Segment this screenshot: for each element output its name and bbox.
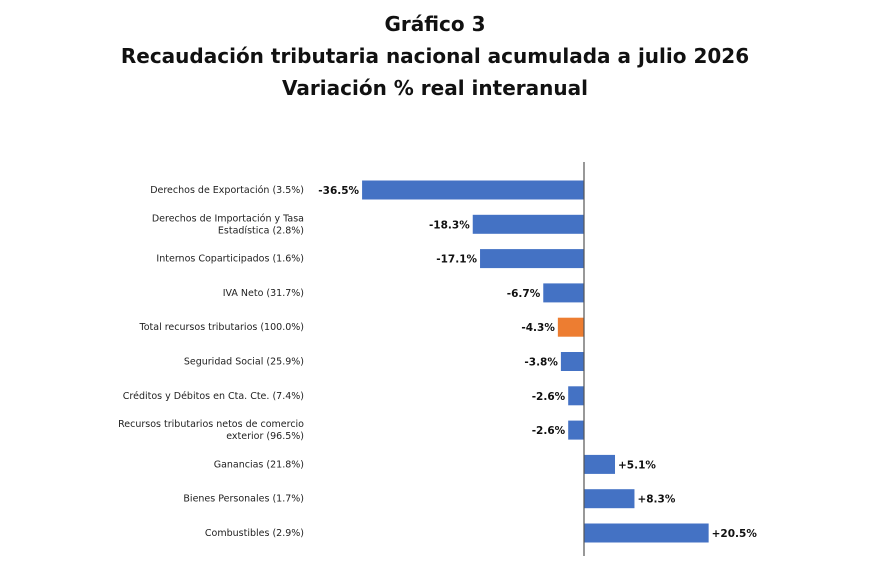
chart-titles: Gráfico 3 Recaudación tributaria naciona…: [0, 8, 870, 104]
bar: [568, 420, 584, 440]
value-label: -36.5%: [318, 185, 359, 197]
bar: [472, 214, 584, 234]
bar: [584, 523, 709, 543]
category-label: Bienes Personales (1.7%): [183, 494, 304, 505]
category-label: Ganancias (21.8%): [214, 459, 304, 470]
chart-title: Gráfico 3: [384, 12, 486, 36]
chart-subtitle-2: Variación % real interanual: [282, 76, 588, 100]
value-label: -17.1%: [436, 254, 477, 266]
category-label: Seguridad Social (25.9%): [184, 357, 304, 368]
value-label: -6.7%: [507, 288, 541, 300]
bar: [362, 180, 584, 200]
value-label: -18.3%: [429, 219, 470, 231]
value-label: +8.3%: [637, 494, 675, 506]
bar: [543, 283, 584, 303]
value-label: -3.8%: [524, 357, 558, 369]
category-label: Derechos de Exportación (3.5%): [150, 185, 304, 196]
bar: [584, 454, 616, 474]
category-label: Recursos tributarios netos de comercio ex…: [118, 419, 304, 442]
category-label: Derechos de Importación y Tasa Estadístic…: [152, 213, 304, 236]
category-label: Combustibles (2.9%): [205, 528, 304, 539]
bar: [560, 352, 584, 371]
category-label: Total recursos tributarios (100.0%): [139, 322, 304, 333]
value-label: +20.5%: [712, 528, 758, 540]
value-label: -2.6%: [532, 391, 566, 403]
value-label: -2.6%: [532, 425, 566, 437]
value-label: -4.3%: [521, 322, 555, 334]
bar: [557, 317, 584, 337]
bar: [584, 489, 635, 509]
category-label: Créditos y Débitos en Cta. Cte. (7.4%): [123, 391, 304, 402]
chart-subtitle: Recaudación tributaria nacional acumulad…: [120, 44, 750, 68]
bar: [568, 386, 584, 406]
value-label: +5.1%: [618, 459, 656, 471]
category-label: IVA Neto (31.7%): [223, 288, 304, 299]
bar: [480, 249, 584, 269]
category-label: Internos Coparticipados (1.6%): [156, 254, 304, 265]
